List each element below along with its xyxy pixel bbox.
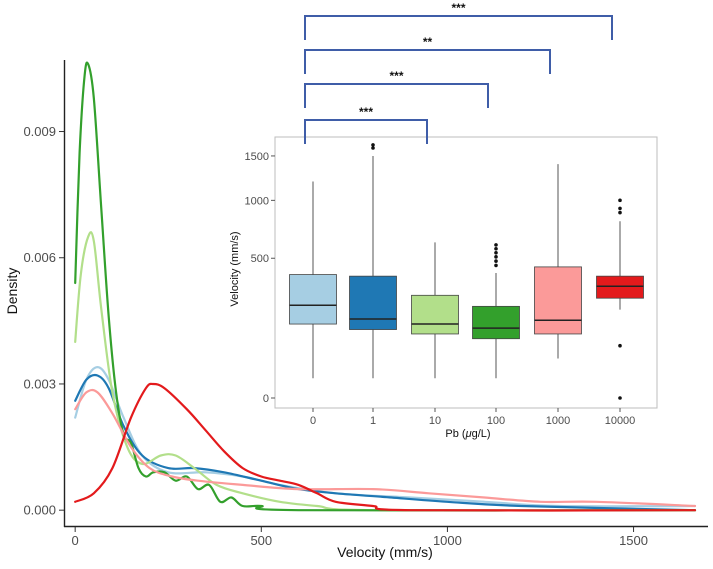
box-0 (289, 181, 337, 379)
y-tick-label: 0.000 (23, 503, 56, 518)
significance-label: *** (389, 69, 403, 83)
significance-label: ** (423, 35, 433, 49)
outlier-point (371, 146, 375, 150)
box-body (349, 275, 397, 330)
outlier-point (494, 250, 498, 255)
box-10 (411, 242, 459, 379)
inset-x-tick-label: 1000 (546, 415, 570, 427)
box-100 (472, 243, 520, 379)
x-ticks: 0 500 1000 1500 (72, 527, 648, 548)
x-tick-label: 0 (72, 533, 79, 548)
x-tick-label: 1000 (433, 533, 462, 548)
inset-x-tick-label: 1 (370, 415, 376, 427)
inset-x-title-prefix: Pb ( (445, 428, 466, 440)
outlier-point (494, 255, 498, 259)
inset-x-tick-label: 10000 (605, 415, 636, 427)
density-line-4 (74, 388, 697, 508)
inset-y-tick-label: 500 (251, 253, 269, 265)
bracket-line (304, 119, 428, 144)
density-line-3 (74, 61, 697, 512)
x-tick-label: 500 (250, 533, 272, 548)
significance-bracket: *** (304, 105, 428, 144)
x-tick-label: 1500 (619, 533, 648, 548)
boxes (289, 143, 644, 400)
outlier-point (494, 263, 498, 268)
inset-y-tick-label: 1500 (245, 151, 269, 163)
inset-x-tick-label: 100 (487, 415, 505, 427)
inset-x-ticks: 0 1 10 100 1000 10000 (310, 408, 635, 427)
box-body (411, 294, 459, 335)
outlier-point (618, 206, 622, 211)
outlier-point (371, 143, 375, 147)
box-1000 (534, 164, 582, 359)
significance-brackets: *********** (304, 1, 613, 144)
y-tick-label: 0.006 (23, 250, 56, 265)
significance-label: *** (359, 105, 373, 119)
box-body (534, 266, 582, 335)
outlier-point (494, 243, 498, 247)
outlier-point (618, 198, 622, 203)
significance-bracket: *** (304, 69, 489, 108)
significance-label: *** (451, 1, 465, 15)
bracket-line (304, 15, 613, 40)
inset-x-title-mu: μ (465, 428, 472, 440)
outlier-point (618, 210, 622, 215)
density-lines (74, 61, 697, 512)
y-tick-label: 0.003 (23, 376, 56, 391)
density-line-0 (74, 366, 697, 508)
inset-x-tick-label: 10 (429, 415, 441, 427)
inset-x-title-suffix: g/L) (472, 428, 491, 440)
significance-bracket: ** (304, 35, 551, 74)
density-line-5 (74, 382, 697, 512)
outlier-point (494, 259, 498, 263)
x-axis-title: Velocity (mm/s) (337, 544, 433, 560)
outlier-point (618, 343, 622, 348)
inset-y-tick-label: 0 (263, 393, 269, 405)
box-body (289, 274, 337, 325)
inset-panel (274, 136, 658, 409)
inset-x-axis-title: Pb (μg/L) (445, 428, 490, 440)
outlier-point (618, 396, 622, 400)
bracket-line (304, 49, 551, 74)
box-1 (349, 143, 397, 379)
box-body (596, 275, 644, 299)
y-axis-title: Density (4, 268, 20, 315)
inset-y-tick-label: 1000 (245, 195, 269, 207)
box-10000 (596, 198, 644, 400)
inset-y-ticks: 0 500 1000 1500 (245, 151, 275, 405)
significance-bracket: *** (304, 1, 613, 40)
density-line-1 (74, 373, 697, 512)
inset-x-tick-label: 0 (310, 415, 316, 427)
y-ticks: 0.000 0.003 0.006 0.009 (23, 124, 64, 518)
inset-y-axis-title: Velocity (mm/s) (229, 231, 241, 306)
box-body (472, 305, 520, 340)
inset-boxplot: 0 500 1000 1500 0 1 10 100 1000 10000 Velocity (… (229, 1, 658, 440)
outlier-point (494, 246, 498, 251)
y-tick-label: 0.009 (23, 124, 56, 139)
bracket-line (304, 83, 489, 108)
density-line-2 (74, 231, 697, 512)
